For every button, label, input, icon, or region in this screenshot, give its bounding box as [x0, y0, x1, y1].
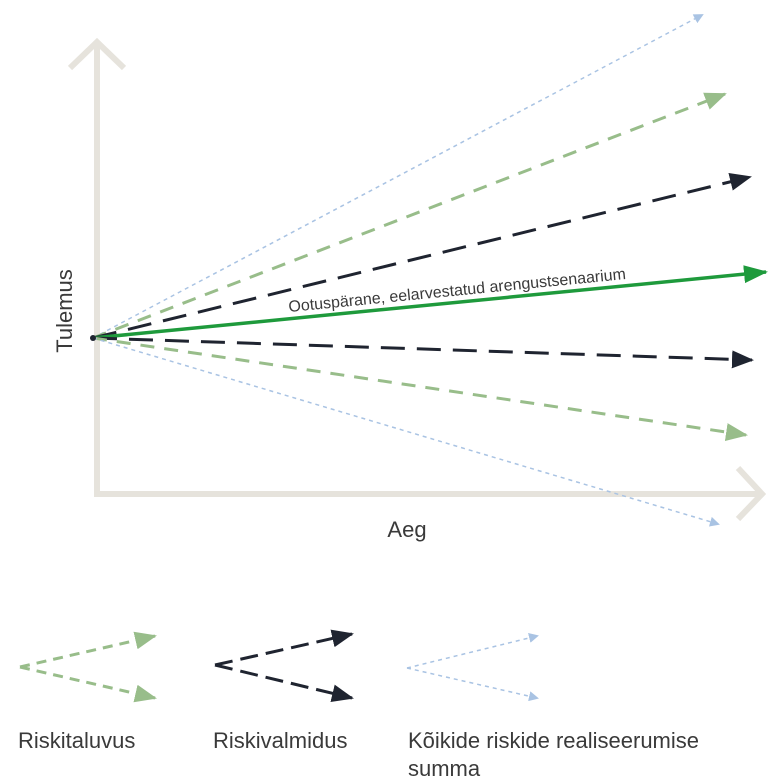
origin-dot — [90, 335, 96, 341]
scenario-arrows — [90, 14, 768, 527]
legend-all-risks-label-line2: summa — [408, 756, 481, 781]
y-axis-arrowhead — [67, 37, 127, 71]
legend-all-risks-label: Kõikide riskide realiseerumise summa — [408, 727, 699, 783]
legend-risk-appetite-label: Riskivalmidus — [213, 728, 348, 753]
legend-risk-tolerance-label: Riskitaluvus — [18, 728, 136, 753]
axes — [67, 37, 767, 522]
legend-all-risks-glyph — [406, 633, 539, 702]
x-axis-label: Aeg — [387, 517, 426, 542]
x-axis-arrowhead — [735, 465, 767, 522]
y-axis-label: Tulemus — [52, 269, 77, 353]
tolerance-lower-arrow — [92, 336, 748, 441]
tolerance-upper-arrow — [92, 92, 727, 340]
all-risks-upper-arrow — [92, 14, 704, 339]
appetite-upper-arrow — [92, 173, 752, 340]
legend-risk-tolerance-glyph — [19, 631, 157, 703]
legend-all-risks-label-line1: Kõikide riskide realiseerumise — [408, 728, 700, 753]
appetite-lower-arrow — [92, 336, 754, 369]
legend-risk-appetite-glyph — [214, 629, 354, 703]
expected-scenario-arrow — [92, 265, 768, 340]
